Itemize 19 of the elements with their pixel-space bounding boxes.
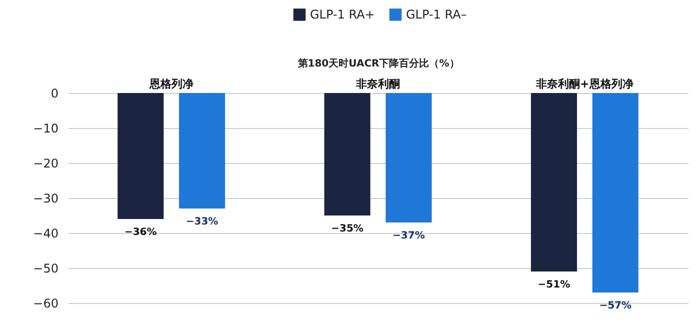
legend-label: GLP-1 RA– bbox=[406, 8, 467, 22]
chart-title: 第180天时UACR下降百分比（%） bbox=[296, 58, 460, 70]
data-label: −35% bbox=[331, 224, 364, 234]
legend-label: GLP-1 RA+ bbox=[310, 8, 375, 22]
y-tick-label: 0 bbox=[50, 86, 58, 100]
x-tick-label: 非奈利酮+恩格列净 bbox=[535, 78, 634, 90]
data-label: −33% bbox=[186, 216, 218, 228]
x-tick-label: 恩格列净 bbox=[148, 78, 194, 90]
data-label: −57% bbox=[599, 300, 632, 312]
y-tick-label: −10 bbox=[33, 122, 58, 136]
y-tick-label: −30 bbox=[33, 192, 58, 206]
y-tick-label: −40 bbox=[33, 226, 58, 240]
data-label: −37% bbox=[392, 230, 425, 242]
data-label: −36% bbox=[124, 227, 157, 238]
y-tick-label: −60 bbox=[33, 296, 58, 310]
y-tick-label: −50 bbox=[33, 262, 58, 276]
data-label: −51% bbox=[538, 280, 570, 290]
x-tick-label: 非奈利酮 bbox=[355, 78, 400, 90]
y-tick-label: −20 bbox=[33, 156, 58, 170]
